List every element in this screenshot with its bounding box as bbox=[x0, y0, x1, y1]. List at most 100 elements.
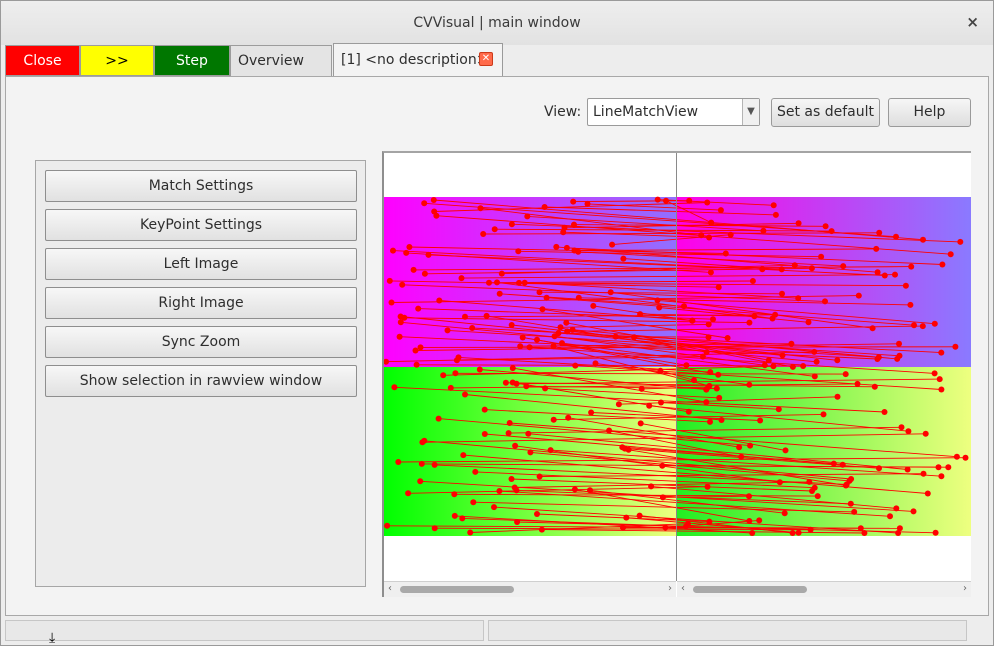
match-line bbox=[501, 264, 795, 275]
match-line bbox=[456, 356, 703, 361]
keypoint-dot bbox=[685, 520, 691, 527]
match-line bbox=[508, 426, 902, 434]
keypoint-dot bbox=[795, 529, 802, 536]
keypoint-dot bbox=[486, 279, 492, 286]
left-image-button[interactable]: Left Image bbox=[45, 248, 357, 280]
keypoint-dot bbox=[931, 370, 938, 377]
match-line bbox=[488, 280, 753, 284]
keypoint-dot bbox=[920, 470, 927, 477]
keypoint-dot bbox=[895, 530, 902, 536]
keypoint-dot bbox=[565, 414, 572, 421]
match-line bbox=[665, 200, 712, 224]
scroll-right-icon[interactable]: › bbox=[668, 583, 672, 594]
window-close-icon[interactable]: × bbox=[966, 13, 979, 31]
window-title: CVVisual | main window bbox=[413, 15, 581, 31]
keypoint-dot bbox=[805, 319, 812, 326]
keypoint-dot bbox=[715, 284, 722, 291]
help-button[interactable]: Help bbox=[888, 98, 971, 127]
match-line bbox=[657, 199, 774, 206]
chevron-down-icon[interactable]: ▼ bbox=[742, 99, 759, 125]
tab-description[interactable]: [1] <no description> ✕ bbox=[333, 43, 503, 76]
keypoint-dot bbox=[483, 312, 490, 319]
fast-forward-button[interactable]: >> bbox=[80, 45, 154, 76]
match-line bbox=[587, 203, 721, 211]
match-line bbox=[574, 488, 750, 522]
keypoint-dot bbox=[459, 515, 466, 522]
keypoint-dot bbox=[922, 430, 929, 437]
view-select[interactable]: LineMatchView ▼ bbox=[587, 98, 760, 126]
keypoint-dot bbox=[705, 334, 712, 341]
match-line bbox=[494, 228, 832, 232]
keypoint-dot bbox=[761, 362, 768, 369]
keypoint-dot bbox=[781, 510, 788, 517]
left-scroll-thumb[interactable] bbox=[400, 586, 514, 593]
keypoint-dot bbox=[834, 357, 841, 364]
keypoint-dot bbox=[386, 277, 393, 284]
match-line bbox=[402, 284, 826, 302]
keypoint-dot bbox=[905, 428, 912, 435]
keypoint-dot bbox=[738, 453, 745, 460]
match-line bbox=[515, 445, 780, 483]
keypoint-dot bbox=[508, 322, 515, 328]
scroll-left-icon[interactable]: ‹ bbox=[681, 583, 685, 594]
match-line bbox=[662, 465, 949, 468]
keypoint-dot bbox=[631, 334, 638, 341]
keypoint-dot bbox=[444, 327, 451, 334]
left-horizontal-scrollbar[interactable]: ‹ › bbox=[384, 581, 676, 597]
keypoint-dot bbox=[811, 348, 818, 355]
keypoint-dot bbox=[769, 315, 776, 322]
close-button[interactable]: Close bbox=[5, 45, 80, 76]
keypoint-dot bbox=[851, 508, 858, 515]
keypoint-dot bbox=[892, 271, 898, 278]
keypoint-dot bbox=[907, 301, 914, 308]
match-line bbox=[573, 200, 690, 203]
keypoint-dot bbox=[920, 236, 926, 243]
sync-zoom-button[interactable]: Sync Zoom bbox=[45, 326, 357, 358]
keypoint-dot bbox=[654, 196, 661, 203]
right-horizontal-scrollbar[interactable]: ‹ › bbox=[677, 581, 971, 597]
keypoint-settings-button[interactable]: KeyPoint Settings bbox=[45, 209, 357, 241]
scroll-right-icon[interactable]: › bbox=[963, 583, 967, 594]
scroll-left-icon[interactable]: ‹ bbox=[388, 583, 392, 594]
keypoint-dot bbox=[962, 454, 969, 461]
keypoint-dot bbox=[703, 399, 710, 406]
match-canvas[interactable] bbox=[384, 153, 971, 581]
keypoint-dot bbox=[710, 316, 716, 323]
keypoint-dot bbox=[557, 324, 564, 331]
keypoint-dot bbox=[874, 269, 881, 276]
line-match-viewer[interactable]: ‹ › ‹ › bbox=[382, 151, 971, 597]
match-line bbox=[622, 527, 900, 529]
match-line bbox=[424, 202, 897, 238]
keypoint-dot bbox=[514, 519, 521, 525]
right-image-button[interactable]: Right Image bbox=[45, 287, 357, 319]
match-line bbox=[536, 513, 710, 523]
keypoint-dot bbox=[620, 524, 626, 531]
keypoint-dot bbox=[431, 525, 438, 532]
keypoint-dot bbox=[691, 377, 697, 384]
set-default-button[interactable]: Set as default bbox=[771, 98, 880, 127]
show-selection-rawview-button[interactable]: Show selection in rawview window bbox=[45, 365, 357, 397]
keypoint-dot bbox=[451, 491, 458, 498]
close-icon[interactable]: ✕ bbox=[479, 52, 493, 66]
match-line bbox=[618, 396, 838, 405]
match-line bbox=[496, 281, 773, 319]
tab-description-label: [1] <no description> bbox=[341, 52, 489, 68]
tab-overview[interactable]: Overview bbox=[230, 45, 332, 76]
keypoint-dot bbox=[477, 205, 484, 212]
keypoint-dot bbox=[779, 352, 786, 359]
status-segment-right bbox=[488, 620, 967, 641]
match-line bbox=[591, 412, 761, 421]
keypoint-dot bbox=[811, 373, 818, 380]
keypoint-dot bbox=[417, 344, 424, 351]
keypoint-dot bbox=[800, 363, 807, 369]
keypoint-dot bbox=[413, 361, 420, 368]
match-line bbox=[428, 254, 763, 270]
keypoint-dot bbox=[606, 427, 613, 434]
right-scroll-thumb[interactable] bbox=[693, 586, 807, 593]
match-settings-button[interactable]: Match Settings bbox=[45, 170, 357, 202]
keypoint-dot bbox=[782, 447, 789, 454]
match-line bbox=[422, 433, 926, 443]
step-button[interactable]: Step bbox=[154, 45, 230, 76]
keypoint-dot bbox=[397, 313, 404, 320]
